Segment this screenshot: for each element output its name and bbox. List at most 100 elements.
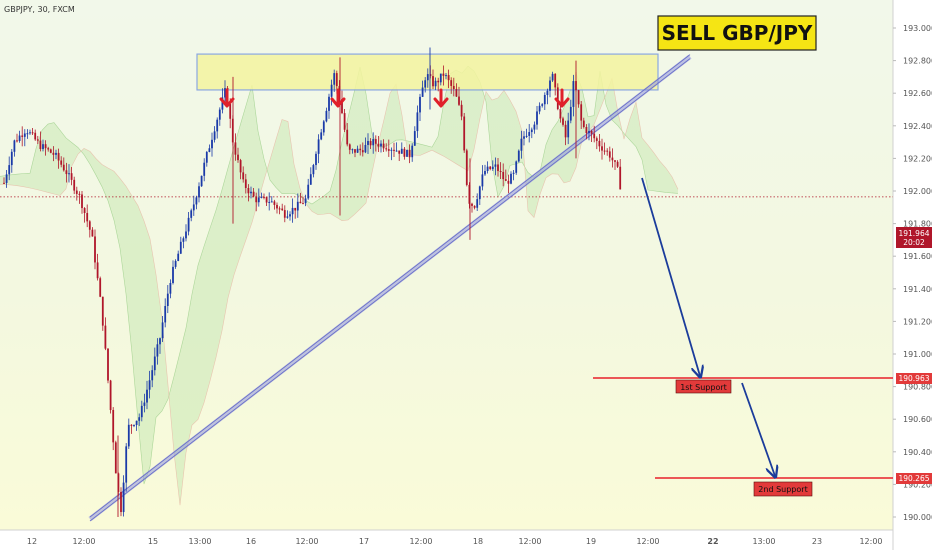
candle-body: [185, 231, 187, 239]
candle-body: [153, 356, 156, 371]
support-1-label: 1st Support: [680, 383, 727, 392]
candle-body: [585, 126, 588, 134]
candle-body: [322, 121, 325, 133]
candle-body: [406, 149, 408, 157]
down-arrow-marker-icon: [219, 88, 235, 108]
candle-body: [580, 104, 583, 121]
cloud-fill: [0, 66, 678, 506]
candle-body: [224, 88, 226, 98]
candle-body: [174, 260, 177, 267]
candle-body: [62, 164, 65, 171]
candle-body: [143, 402, 146, 406]
y-tick-label: 191.600: [903, 252, 932, 261]
candle-body: [403, 148, 406, 157]
candle-body: [361, 150, 364, 153]
x-tick-label: 23: [812, 537, 822, 546]
candle-body: [536, 111, 538, 125]
countdown-value: 20:02: [903, 238, 925, 247]
candle-body: [109, 380, 112, 410]
support-2[interactable]: 190.265 2nd Support: [753, 473, 932, 497]
candle-body: [510, 173, 512, 184]
candle-body: [81, 194, 83, 209]
candle-body: [255, 196, 258, 203]
candle-body: [49, 149, 52, 153]
candle-body: [195, 197, 198, 205]
candle-body: [18, 135, 21, 141]
candle-body: [455, 89, 458, 97]
current-price-badge: 191.964 20:02: [896, 227, 932, 248]
candle-body: [523, 136, 525, 139]
candle-body: [283, 210, 286, 218]
candle-body: [471, 203, 473, 206]
support-1-price-badge: [896, 373, 932, 384]
candle-body: [192, 204, 195, 211]
candle-body: [434, 80, 437, 87]
trendline-lower[interactable]: [89, 58, 691, 522]
candle-body: [278, 208, 281, 210]
candle-body: [590, 130, 593, 134]
trendline-upper[interactable]: [89, 54, 691, 518]
support-1[interactable]: 190.963 1st Support: [675, 373, 932, 394]
candle-body: [101, 296, 104, 326]
candle-body: [351, 149, 354, 151]
y-tick-label: 192.800: [903, 57, 932, 66]
candle-body: [398, 150, 401, 154]
title-badge-bg: [657, 15, 817, 51]
candle-body: [26, 133, 29, 135]
candle-body: [34, 132, 37, 140]
chart-title: SELL GBP/JPY: [662, 21, 813, 45]
candle-body: [408, 149, 411, 158]
candle-body: [341, 99, 343, 114]
candle-body: [387, 149, 390, 151]
candle-body: [257, 197, 260, 203]
candle-body: [270, 201, 273, 203]
candle-body: [281, 208, 284, 211]
candle-body: [489, 166, 492, 170]
candle-body: [234, 142, 237, 155]
candle-body: [312, 165, 315, 175]
candle-body: [265, 196, 268, 203]
candle-body: [86, 212, 89, 222]
candle-body: [216, 119, 219, 132]
candle-body: [564, 124, 567, 138]
x-tick-label: 12:00: [636, 537, 659, 546]
candle-body: [333, 73, 336, 85]
time-axis[interactable]: 12 12:00 15 13:00 16 12:00 17 12:00 18 12:00 19 12:…: [27, 537, 883, 546]
candle-body: [247, 187, 250, 194]
price-axis-background: [893, 0, 932, 550]
candle-body: [335, 73, 338, 87]
candle-body: [468, 184, 471, 204]
candle-body: [491, 166, 494, 170]
candle-body: [127, 424, 130, 447]
x-tick-label: 15: [148, 537, 158, 546]
candle-body: [94, 236, 96, 263]
price-axis[interactable]: 190.000 190.200 190.400 190.600 190.800 191.0…: [893, 24, 932, 522]
candle-body: [421, 87, 424, 97]
candle-body: [244, 179, 247, 188]
candle-body: [569, 106, 572, 121]
candle-body: [593, 133, 596, 139]
title-badge: SELL GBP/JPY: [657, 15, 817, 51]
candle-body: [68, 173, 70, 175]
candle-body: [120, 491, 122, 513]
candle-body: [533, 124, 536, 130]
candle-body: [528, 132, 531, 136]
candle-body: [546, 90, 549, 96]
candle-body: [419, 96, 421, 113]
candle-body: [359, 148, 362, 151]
candle-body: [356, 148, 359, 153]
candle-body: [208, 148, 211, 152]
candle-body: [598, 140, 601, 147]
candle-body: [346, 129, 349, 145]
x-tick-label: 12: [27, 537, 37, 546]
candle-body: [619, 166, 622, 190]
candle-body: [424, 80, 427, 88]
candle-body: [239, 160, 242, 173]
candle-body: [13, 140, 16, 152]
candle-body: [473, 205, 476, 208]
candle-body: [205, 151, 208, 163]
candle-body: [601, 146, 603, 151]
candle-body: [520, 138, 523, 151]
